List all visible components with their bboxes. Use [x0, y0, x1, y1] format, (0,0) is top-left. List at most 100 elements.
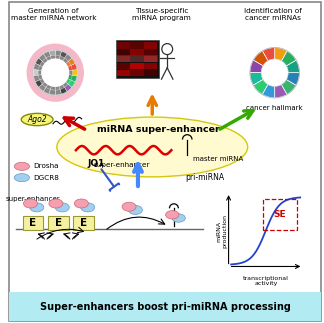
Wedge shape: [51, 86, 55, 90]
FancyBboxPatch shape: [144, 42, 157, 48]
FancyBboxPatch shape: [131, 49, 144, 56]
FancyBboxPatch shape: [116, 40, 159, 78]
Wedge shape: [59, 84, 64, 89]
FancyBboxPatch shape: [131, 56, 144, 62]
FancyBboxPatch shape: [117, 42, 130, 48]
Wedge shape: [70, 75, 77, 82]
Ellipse shape: [30, 203, 44, 212]
Wedge shape: [68, 70, 73, 75]
Wedge shape: [250, 60, 263, 73]
Text: miRNA super-enhancer: miRNA super-enhancer: [97, 125, 220, 134]
Ellipse shape: [57, 117, 248, 177]
Wedge shape: [262, 84, 275, 98]
Ellipse shape: [81, 203, 95, 212]
Wedge shape: [250, 73, 263, 85]
Text: master miRNA: master miRNA: [193, 156, 243, 162]
Wedge shape: [34, 63, 40, 70]
Wedge shape: [38, 70, 42, 75]
Text: Identification of
cancer miRNAs: Identification of cancer miRNAs: [244, 8, 302, 21]
FancyBboxPatch shape: [117, 63, 130, 69]
Circle shape: [38, 55, 73, 90]
Wedge shape: [65, 78, 71, 84]
Wedge shape: [35, 58, 43, 66]
Ellipse shape: [166, 211, 179, 219]
Wedge shape: [42, 82, 48, 87]
Wedge shape: [70, 63, 77, 70]
FancyBboxPatch shape: [74, 216, 94, 230]
Text: SE: SE: [274, 210, 286, 219]
Text: transcriptional
activity: transcriptional activity: [243, 276, 289, 287]
Wedge shape: [38, 75, 43, 80]
Wedge shape: [65, 61, 71, 67]
Wedge shape: [42, 58, 48, 64]
Text: Tissue-specific
miRNA program: Tissue-specific miRNA program: [133, 8, 191, 21]
Wedge shape: [67, 75, 72, 80]
Ellipse shape: [55, 203, 69, 212]
Wedge shape: [55, 86, 60, 90]
Wedge shape: [64, 54, 72, 62]
Wedge shape: [43, 87, 51, 94]
Wedge shape: [253, 79, 268, 95]
Text: E: E: [80, 218, 87, 228]
Text: Drosha: Drosha: [33, 163, 59, 169]
Wedge shape: [55, 55, 60, 60]
FancyBboxPatch shape: [144, 56, 157, 62]
Circle shape: [42, 59, 69, 86]
Wedge shape: [275, 84, 287, 98]
Wedge shape: [43, 51, 51, 59]
Wedge shape: [281, 79, 296, 95]
Text: JQ1: JQ1: [88, 159, 105, 168]
Ellipse shape: [74, 199, 88, 208]
FancyBboxPatch shape: [117, 70, 130, 76]
FancyBboxPatch shape: [117, 56, 130, 62]
Wedge shape: [46, 84, 52, 89]
Text: cancer hallmark: cancer hallmark: [246, 105, 303, 111]
FancyBboxPatch shape: [144, 63, 157, 69]
Text: E: E: [29, 218, 37, 228]
Wedge shape: [33, 69, 39, 76]
Wedge shape: [46, 56, 52, 61]
Ellipse shape: [14, 174, 29, 182]
FancyBboxPatch shape: [144, 49, 157, 56]
Wedge shape: [63, 58, 68, 64]
Wedge shape: [275, 47, 287, 61]
Text: DGCR8: DGCR8: [33, 175, 59, 181]
Wedge shape: [71, 69, 77, 76]
Circle shape: [27, 44, 83, 101]
FancyBboxPatch shape: [131, 70, 144, 76]
FancyBboxPatch shape: [116, 56, 158, 62]
Wedge shape: [39, 83, 47, 91]
Wedge shape: [60, 87, 67, 94]
Ellipse shape: [14, 162, 29, 171]
FancyBboxPatch shape: [9, 2, 321, 321]
FancyBboxPatch shape: [131, 42, 144, 48]
Wedge shape: [64, 83, 72, 91]
Ellipse shape: [128, 205, 143, 214]
FancyBboxPatch shape: [48, 216, 69, 230]
FancyBboxPatch shape: [22, 216, 43, 230]
Text: E: E: [55, 218, 62, 228]
FancyBboxPatch shape: [131, 63, 144, 69]
Text: super-enhancer: super-enhancer: [6, 196, 60, 202]
Wedge shape: [35, 79, 43, 87]
Text: miRNA
production: miRNA production: [217, 214, 228, 248]
Circle shape: [262, 60, 287, 85]
Wedge shape: [63, 82, 68, 87]
Wedge shape: [281, 51, 296, 66]
Wedge shape: [67, 79, 75, 87]
Ellipse shape: [49, 199, 63, 208]
Ellipse shape: [172, 214, 185, 222]
Wedge shape: [286, 60, 299, 73]
Wedge shape: [55, 50, 62, 57]
Wedge shape: [40, 61, 45, 67]
Ellipse shape: [23, 199, 38, 208]
Wedge shape: [67, 66, 72, 71]
Ellipse shape: [122, 202, 136, 211]
Text: pri-miRNA: pri-miRNA: [186, 172, 225, 182]
Wedge shape: [253, 51, 268, 66]
Wedge shape: [34, 75, 40, 82]
Wedge shape: [55, 89, 62, 95]
Wedge shape: [286, 73, 299, 85]
Wedge shape: [40, 78, 45, 84]
Wedge shape: [49, 50, 55, 57]
